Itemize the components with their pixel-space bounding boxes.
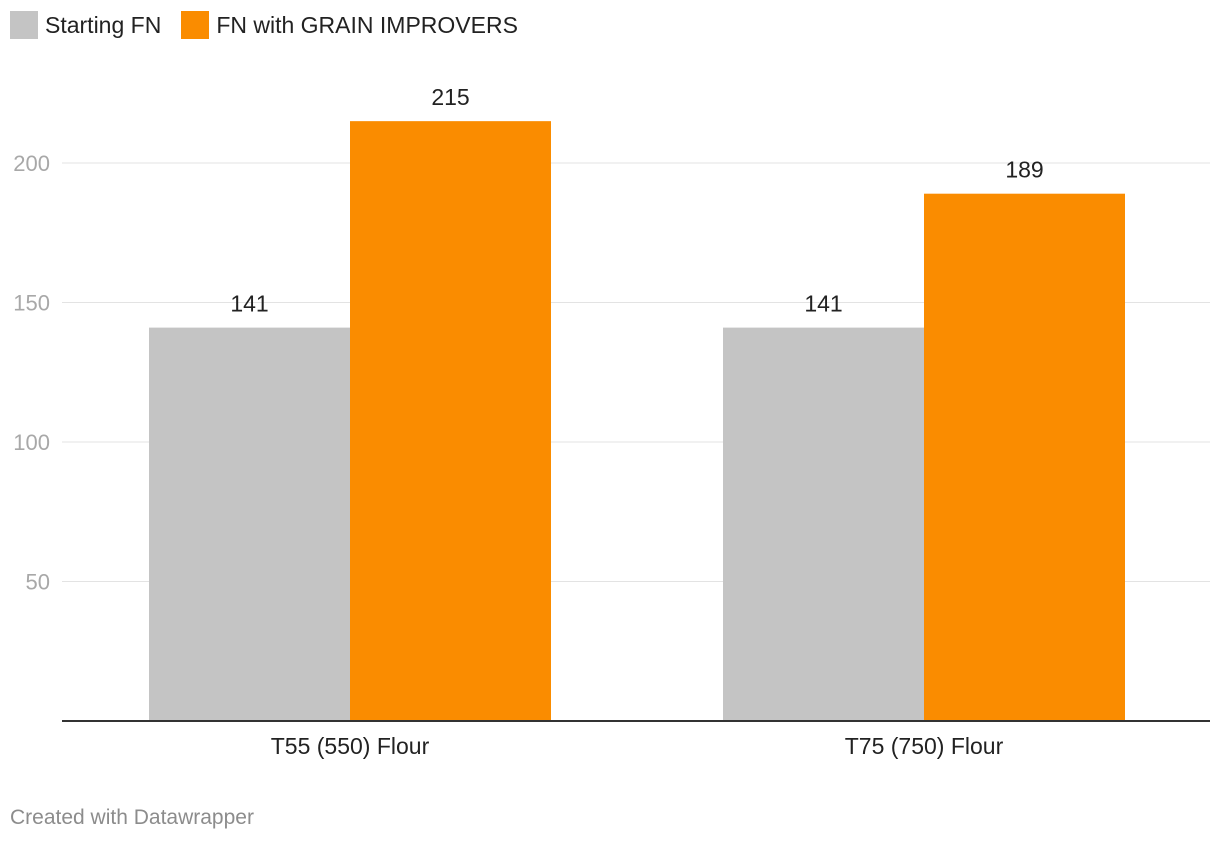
- data-label-1-series-2: 215: [431, 84, 469, 110]
- bar-2-series-1: [723, 327, 924, 721]
- y-tick-label-200: 200: [13, 151, 50, 176]
- legend-label-grain-improvers: FN with GRAIN IMPROVERS: [216, 11, 518, 38]
- data-label-2-series-1: 141: [804, 291, 842, 317]
- legend-swatch-grain-improvers: [181, 11, 210, 39]
- legend-item-starting-fn: Starting FN: [10, 11, 161, 39]
- axes: 50 100 150 200 T55 (550) Flour T75 (750) Flou…: [13, 151, 1210, 759]
- data-label-1-series-1: 141: [230, 291, 268, 317]
- bar-2-series-2: [924, 193, 1125, 721]
- footer-credit: Created with Datawrapper: [10, 806, 254, 829]
- bar-chart: 141 215 141 189 50 100 150 200 T55 (550) Flour T…: [13, 84, 1210, 759]
- x-tick-label-1: T55 (550) Flour: [271, 733, 430, 759]
- legend: Starting FN FN with GRAIN IMPROVERS: [10, 11, 538, 39]
- data-label-2-series-2: 189: [1005, 157, 1043, 183]
- legend-swatch-starting-fn: [10, 11, 38, 39]
- legend-item-grain-improvers: FN with GRAIN IMPROVERS: [181, 11, 518, 39]
- x-tick-label-2: T75 (750) Flour: [845, 733, 1004, 759]
- y-tick-label-50: 50: [26, 570, 50, 595]
- bar-1-series-2: [350, 121, 551, 721]
- data-labels: 141 215 141 189: [230, 84, 1043, 316]
- y-tick-label-150: 150: [13, 291, 50, 316]
- legend-label-starting-fn: Starting FN: [45, 11, 162, 38]
- bar-1-series-1: [149, 327, 350, 721]
- bars: [149, 121, 1125, 721]
- y-tick-label-100: 100: [13, 430, 50, 455]
